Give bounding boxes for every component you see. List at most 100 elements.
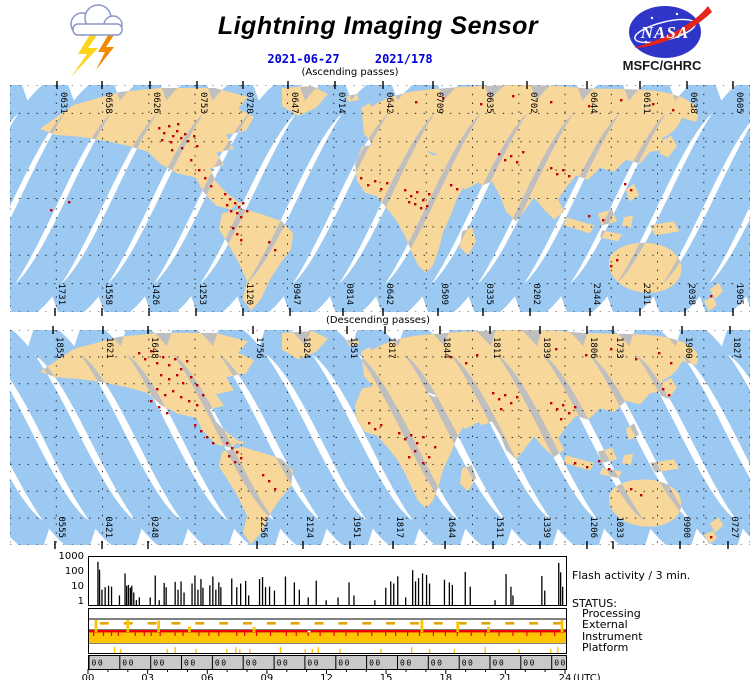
flash-activity-plot — [88, 556, 567, 606]
svg-text:1621: 1621 — [104, 337, 114, 359]
svg-text:1851: 1851 — [348, 337, 358, 359]
svg-text:00: 00 — [400, 659, 413, 668]
svg-text:0248: 0248 — [149, 516, 159, 538]
svg-text:00: 00 — [338, 659, 351, 668]
svg-text:1811: 1811 — [491, 337, 501, 359]
flash-bars — [97, 561, 564, 605]
flash-activity-label: Flash activity / 3 min. — [572, 569, 691, 582]
svg-text:1817: 1817 — [386, 337, 396, 359]
status-row-label-instrument: Instrument — [582, 630, 643, 643]
descending-map: 1855 1621 1648 1756 1824 1851 1817 1844 1811 1839… — [10, 326, 750, 549]
svg-text:2256: 2256 — [258, 516, 268, 538]
svg-text:00: 00 — [277, 659, 290, 668]
external-dashes — [99, 622, 562, 625]
svg-text:0702: 0702 — [528, 92, 538, 114]
svg-text:0631: 0631 — [58, 92, 68, 114]
lightning-dots — [50, 95, 713, 298]
svg-text:1839: 1839 — [541, 337, 551, 359]
svg-text:0642: 0642 — [384, 283, 394, 305]
nasa-wordmark: NASA — [640, 23, 689, 42]
svg-text:1817: 1817 — [394, 516, 404, 538]
svg-text:00: 00 — [122, 659, 135, 668]
ascending-caption: (Ascending passes) — [301, 67, 399, 78]
svg-text:2344: 2344 — [591, 283, 601, 305]
svg-text:09: 09 — [261, 673, 274, 680]
svg-text:21: 21 — [499, 673, 512, 680]
svg-text:0709: 0709 — [434, 92, 444, 114]
orbit-cells: 00 00 00 00 00 00 00 00 00 00 00 00 00 00 00 00 — [89, 656, 566, 669]
nasa-logo: NASA — [622, 4, 714, 60]
agency-label: MSFC/GHRC — [622, 58, 702, 73]
map-grid — [10, 85, 750, 312]
svg-text:0714: 0714 — [336, 92, 346, 114]
svg-text:1824: 1824 — [301, 337, 311, 359]
svg-text:1426: 1426 — [150, 283, 160, 305]
svg-text:1855: 1855 — [54, 337, 64, 359]
svg-text:03: 03 — [141, 673, 154, 680]
svg-text:(UTC): (UTC) — [573, 673, 601, 680]
orbit-time-labels: 0631 0658 0626 0753 0720 0647 0714 0642 0709 0635… — [56, 92, 744, 305]
svg-text:15: 15 — [380, 673, 393, 680]
svg-text:0202: 0202 — [531, 283, 541, 305]
flash-axis-tick-10: 10 — [71, 581, 84, 592]
svg-text:1253: 1253 — [197, 283, 207, 305]
svg-text:0644: 0644 — [588, 92, 598, 114]
time-ticks — [87, 669, 566, 674]
cloud-icon-shape — [70, 4, 123, 36]
date-iso: 2021-06-27 — [267, 52, 340, 66]
svg-text:0635: 0635 — [484, 92, 494, 114]
svg-text:00: 00 — [554, 659, 566, 668]
edge-ticks — [54, 81, 734, 316]
svg-text:1120: 1120 — [244, 283, 254, 305]
svg-text:1558: 1558 — [103, 283, 113, 305]
svg-text:00: 00 — [462, 659, 475, 668]
svg-text:1733: 1733 — [614, 337, 624, 359]
time-labels: 00 03 06 09 12 15 18 21 24 (UTC) — [82, 673, 601, 680]
flash-axis-tick-1000: 1000 — [58, 551, 84, 562]
svg-text:0647: 0647 — [289, 92, 299, 114]
svg-text:0421: 0421 — [103, 516, 113, 538]
svg-text:1339: 1339 — [541, 516, 551, 538]
page-title: Lightning Imaging Sensor — [217, 12, 539, 40]
map-grid — [10, 330, 750, 545]
svg-text:0947: 0947 — [291, 283, 301, 305]
svg-text:00: 00 — [215, 659, 228, 668]
svg-text:0555: 0555 — [56, 516, 66, 538]
svg-text:12: 12 — [320, 673, 333, 680]
svg-text:0720: 0720 — [244, 92, 254, 114]
status-heading: STATUS: — [572, 597, 617, 610]
svg-text:00: 00 — [92, 659, 105, 668]
svg-text:00: 00 — [82, 673, 95, 680]
svg-text:24: 24 — [559, 673, 572, 680]
svg-text:00: 00 — [431, 659, 444, 668]
svg-text:0814: 0814 — [344, 283, 354, 305]
instrument-redline — [89, 630, 566, 633]
svg-text:0605: 0605 — [734, 92, 744, 114]
lightning-bolt-small-icon — [96, 32, 116, 70]
svg-text:00: 00 — [246, 659, 259, 668]
svg-text:00: 00 — [307, 659, 320, 668]
svg-text:1900: 1900 — [683, 337, 693, 359]
flash-axis-tick-1: 1 — [77, 596, 84, 607]
svg-text:1731: 1731 — [56, 283, 66, 305]
svg-text:0626: 0626 — [151, 92, 161, 114]
svg-text:0658: 0658 — [103, 92, 113, 114]
svg-text:00: 00 — [369, 659, 382, 668]
svg-text:18: 18 — [439, 673, 452, 680]
svg-text:0638: 0638 — [688, 92, 698, 114]
svg-text:1511: 1511 — [494, 516, 504, 538]
instrument-band — [89, 632, 566, 643]
date-doy: 2021/178 — [374, 52, 433, 66]
date-line: 2021-06-27 2021/178 — [0, 52, 700, 66]
lightning-dots — [138, 348, 713, 539]
svg-text:06: 06 — [201, 673, 214, 680]
svg-text:1844: 1844 — [441, 337, 451, 359]
svg-text:00: 00 — [153, 659, 166, 668]
svg-text:00: 00 — [523, 659, 536, 668]
svg-text:0611: 0611 — [641, 92, 651, 114]
edge-ticks — [52, 326, 731, 549]
status-row-label-platform: Platform — [582, 641, 629, 654]
orbit-band: 00 00 00 00 00 00 00 00 00 00 00 00 00 00 00 00 — [88, 655, 567, 670]
svg-text:0509: 0509 — [439, 283, 449, 305]
